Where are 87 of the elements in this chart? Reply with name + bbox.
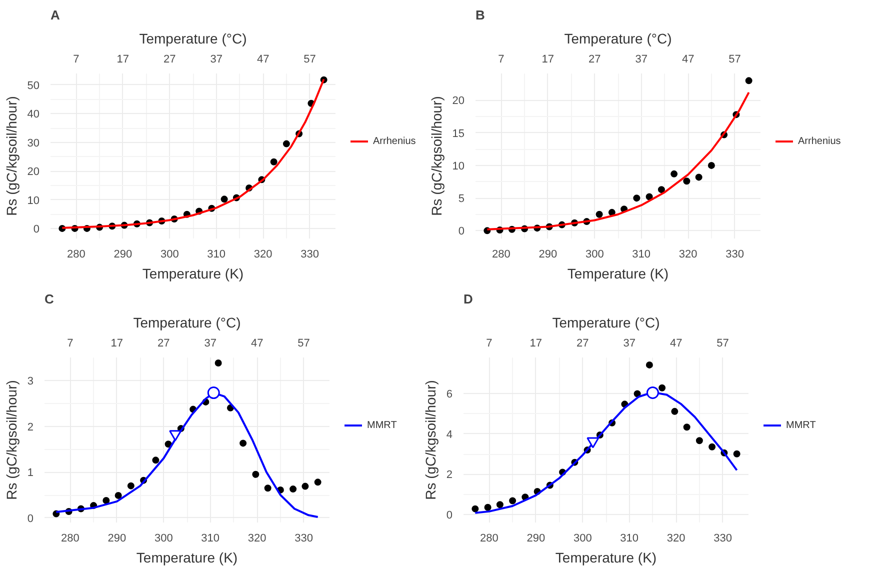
- x2-tick-label: 37: [210, 54, 222, 66]
- x2-tick-label: 57: [728, 54, 741, 66]
- x2-axis-title: Temperature (°C): [564, 30, 672, 46]
- x-tick-label: 310: [620, 532, 639, 544]
- legend-label: Arrhenius: [373, 136, 416, 146]
- x-axis-title: Temperature (K): [142, 266, 244, 282]
- y-tick-label: 10: [27, 194, 40, 207]
- y-tick-label: 50: [27, 80, 40, 92]
- x2-tick-label: 37: [204, 338, 216, 350]
- y-tick-label: 4: [446, 428, 453, 441]
- x2-tick-label: 7: [498, 54, 504, 66]
- x2-tick-label: 17: [530, 338, 542, 350]
- y-axis-title: Rs (gC/kgsoil/hour): [3, 380, 20, 500]
- x2-axis-title: Temperature (°C): [139, 30, 247, 46]
- y-tick-label: 0: [27, 512, 34, 525]
- chart-title: B: [476, 8, 485, 22]
- y-tick-label: 20: [27, 166, 40, 178]
- x2-tick-label: 7: [486, 338, 492, 350]
- x2-tick-label: 27: [588, 54, 601, 66]
- y-tick-label: 10: [452, 160, 465, 172]
- x-tick-label: 290: [108, 532, 126, 544]
- y-tick-label: 6: [446, 388, 453, 401]
- x2-tick-label: 47: [670, 338, 682, 350]
- y-tick-label: 40: [27, 108, 40, 121]
- x2-tick-label: 57: [304, 54, 316, 66]
- x2-tick-label: 57: [298, 338, 310, 350]
- x-tick-label: 280: [480, 532, 498, 544]
- chart-title: D: [464, 292, 473, 306]
- x-axis-title: Temperature (K): [555, 550, 657, 566]
- x2-axis-title: Temperature (°C): [133, 314, 241, 330]
- y-tick-label: 0: [33, 223, 40, 236]
- x-tick-label: 300: [573, 532, 592, 544]
- x-tick-label: 320: [254, 248, 272, 260]
- y-tick-label: 2: [446, 469, 453, 482]
- chart-title: A: [50, 8, 60, 22]
- x2-tick-label: 17: [116, 54, 130, 66]
- x-tick-label: 320: [248, 532, 266, 544]
- x2-tick-label: 7: [67, 338, 74, 350]
- x2-tick-label: 17: [542, 54, 554, 66]
- x2-tick-label: 37: [623, 338, 636, 350]
- y-axis-title: Rs (gC/kgsoil/hour): [422, 380, 438, 500]
- y-tick-label: 20: [452, 95, 465, 108]
- y-tick-label: 5: [458, 193, 465, 206]
- x-tick-label: 290: [114, 248, 132, 260]
- x-tick-label: 280: [61, 532, 80, 544]
- x-tick-label: 310: [207, 248, 226, 260]
- chart-title: C: [44, 292, 54, 306]
- y-tick-label: 2: [27, 421, 34, 434]
- x2-tick-label: 27: [164, 54, 176, 66]
- y-tick-label: 15: [452, 128, 465, 140]
- x-tick-label: 300: [154, 532, 173, 544]
- y-tick-label: 1: [27, 467, 34, 480]
- y-tick-label: 0: [446, 509, 453, 522]
- x-tick-label: 290: [526, 532, 546, 544]
- x2-tick-label: 17: [110, 338, 124, 350]
- x-tick-label: 280: [492, 248, 510, 260]
- x2-tick-label: 47: [250, 338, 264, 350]
- x-tick-label: 330: [294, 532, 313, 544]
- x-tick-label: 330: [714, 532, 732, 544]
- legend-label: MMRT: [786, 420, 816, 430]
- x-tick-label: 310: [201, 532, 220, 544]
- x2-axis-title: Temperature (°C): [552, 314, 660, 330]
- legend-label: Arrhenius: [798, 136, 841, 146]
- x-tick-label: 310: [632, 248, 651, 260]
- x2-tick-label: 57: [716, 338, 729, 350]
- x-tick-label: 330: [726, 248, 744, 260]
- y-tick-label: 3: [27, 375, 34, 388]
- x-tick-label: 320: [678, 248, 698, 260]
- y-axis-title: Rs (gC/kgsoil/hour): [428, 96, 444, 216]
- legend-label: MMRT: [367, 420, 397, 430]
- x-axis-title: Temperature (K): [136, 550, 238, 566]
- x2-tick-label: 7: [73, 54, 80, 66]
- x2-tick-label: 47: [256, 54, 270, 66]
- x2-tick-label: 27: [576, 338, 589, 350]
- y-tick-label: 30: [27, 137, 40, 150]
- x-tick-label: 290: [538, 248, 558, 260]
- x-tick-label: 280: [67, 248, 86, 260]
- x-axis-title: Temperature (K): [567, 266, 669, 282]
- x-tick-label: 320: [666, 532, 686, 544]
- y-axis-title: Rs (gC/kgsoil/hour): [3, 96, 20, 216]
- x-tick-label: 330: [300, 248, 319, 260]
- x-tick-label: 300: [160, 248, 179, 260]
- x2-tick-label: 47: [682, 54, 694, 66]
- x-tick-label: 300: [585, 248, 604, 260]
- x2-tick-label: 27: [158, 338, 170, 350]
- x2-tick-label: 37: [635, 54, 648, 66]
- y-tick-label: 0: [458, 226, 465, 238]
